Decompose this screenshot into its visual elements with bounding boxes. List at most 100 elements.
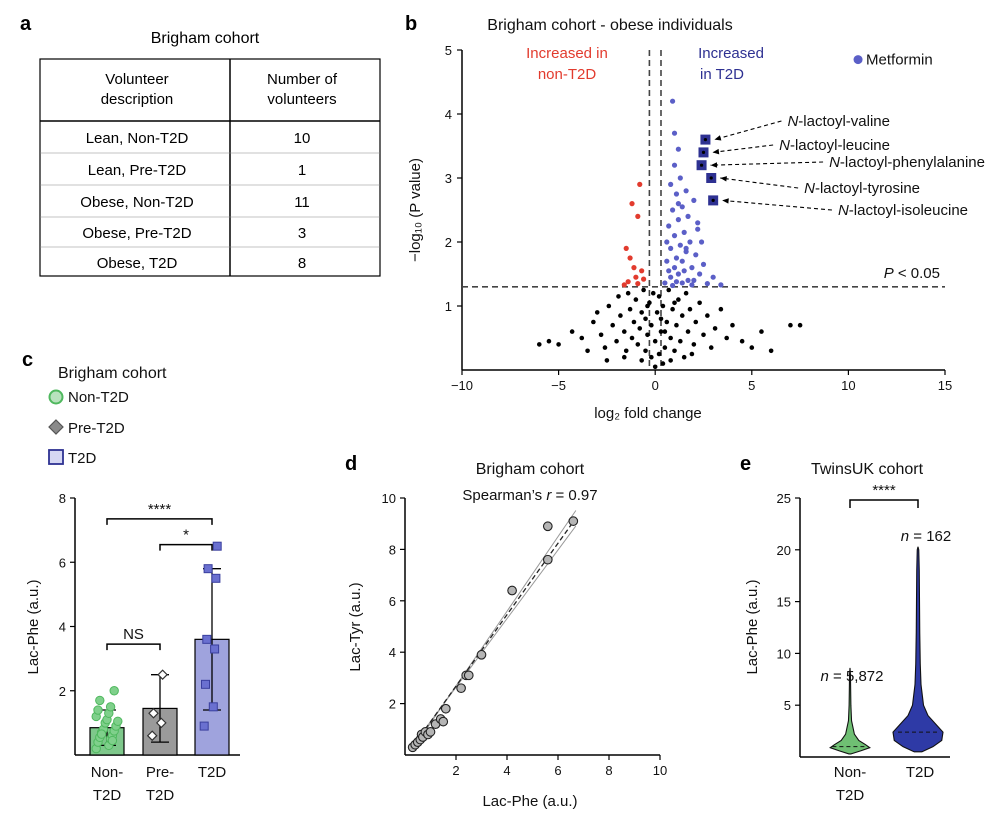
- table-cell-count: 8: [298, 255, 306, 272]
- data-point-increased-t2d: [671, 265, 678, 271]
- data-point-ns: [705, 313, 710, 318]
- data-point-increased-t2d: [664, 239, 670, 245]
- data-point-increased-t2d: [664, 258, 670, 264]
- data-point-ns: [650, 290, 656, 296]
- panel-label-d: d: [345, 453, 357, 475]
- data-point-increased-t2d: [695, 226, 701, 232]
- table-header-count-line1: Number of: [267, 71, 338, 88]
- compound-label: N-lactoyl-tyrosine: [804, 180, 920, 197]
- panel-label-b: b: [405, 13, 417, 35]
- x-category-label: Non-: [834, 764, 867, 781]
- y-tick-label: 15: [777, 595, 791, 610]
- table-body: Lean, Non-T2D 10 Lean, Pre-T2D 1 Obese, …: [80, 130, 310, 272]
- compound-pointer-line: [710, 161, 824, 166]
- highlight-center: [709, 176, 713, 180]
- table-cell-count: 11: [294, 194, 310, 211]
- chart-title: Brigham cohort: [476, 461, 585, 478]
- data-point-increased-t2d: [673, 255, 680, 261]
- data-point-increased-t2d: [666, 223, 672, 229]
- region-label-left: non-T2D: [538, 66, 597, 83]
- data-point-ns: [639, 358, 644, 363]
- data-point-ns: [724, 335, 729, 341]
- significance-label: ****: [872, 482, 896, 499]
- data-point-ns: [697, 300, 702, 306]
- data-point-increased-t2d: [681, 229, 687, 235]
- data-point-ns: [749, 345, 755, 350]
- data-point-increased-t2d: [677, 175, 683, 181]
- table-cell-count: 3: [298, 225, 306, 242]
- threshold-label-p: P: [884, 265, 894, 282]
- compound-name: -lactoyl-tyrosine: [815, 180, 920, 197]
- data-point-increased-t2d: [689, 265, 695, 271]
- data-point-ns: [689, 351, 695, 357]
- x-tick-label: −5: [551, 378, 566, 393]
- compound-pointer-line: [714, 120, 782, 141]
- y-tick-label: 8: [59, 491, 66, 506]
- table-header-description-line2: description: [101, 91, 174, 108]
- data-point-increased-t2d: [695, 220, 701, 226]
- data-point-increased-t2d: [697, 271, 703, 277]
- data-point-t2d: [203, 564, 213, 574]
- data-point-ns: [681, 354, 687, 360]
- x-tick-label: 15: [938, 378, 952, 393]
- x-tick-label: 5: [748, 378, 755, 393]
- volcano-plot: Brigham cohort - obese individuals −10 −5 0…: [407, 17, 985, 422]
- data-point-increased-nont2d: [629, 201, 635, 207]
- data-point-non-t2d: [105, 702, 116, 712]
- data-point-increased-nont2d: [637, 181, 643, 187]
- violin-plot: TwinsUK cohort 5 10 15 20 25 Lac-Phe (a.u.) n =…: [744, 461, 951, 804]
- data-point: [507, 585, 517, 596]
- threshold-label-rest: < 0.05: [894, 265, 940, 282]
- data-point-ns: [662, 329, 668, 334]
- data-point-ns: [678, 338, 683, 344]
- data-point: [440, 703, 451, 714]
- data-point-ns: [621, 354, 627, 360]
- panel-label-c: c: [22, 349, 33, 371]
- compound-prefix: N: [838, 202, 849, 219]
- x-category-label: T2D: [836, 787, 865, 804]
- data-point-increased-t2d: [698, 239, 705, 245]
- data-point-ns: [685, 329, 691, 334]
- data-point-non-t2d: [96, 729, 107, 739]
- data-point-pre-t2d: [157, 669, 168, 681]
- legend-label: T2D: [68, 450, 97, 467]
- data-point-ns: [536, 342, 542, 347]
- data-point-ns: [623, 348, 629, 354]
- data-point-ns: [708, 345, 714, 350]
- x-category-label: T2D: [198, 764, 227, 781]
- table-title: Brigham cohort: [151, 30, 260, 47]
- x-category-label: Non-: [91, 764, 124, 781]
- data-point-increased-t2d: [675, 217, 681, 223]
- correlation-value: = 0.97: [551, 487, 597, 504]
- compound-prefix: N: [829, 154, 840, 171]
- sample-size-label: n = 5,872: [821, 668, 884, 685]
- y-tick-label: 3: [445, 171, 452, 186]
- compound-name: -lactoyl-phenylalanine: [840, 154, 985, 171]
- data-point-increased-t2d: [669, 282, 676, 289]
- data-point-ns: [639, 310, 644, 315]
- compound-pointer-arrowhead: [714, 135, 722, 141]
- data-point-ns: [591, 319, 596, 325]
- significance-label: *: [183, 527, 189, 544]
- highlight-center: [703, 138, 708, 142]
- data-point-ns: [674, 322, 679, 328]
- data-point-ns: [656, 351, 662, 357]
- y-tick-label: 5: [784, 698, 791, 713]
- data-point-ns: [649, 354, 654, 360]
- legend-marker-t2d: [48, 449, 64, 465]
- data-point-increased-nont2d: [631, 265, 637, 271]
- table-cell-description: Obese, Non-T2D: [80, 194, 194, 211]
- data-point-ns: [645, 332, 650, 338]
- data-point-ns: [668, 358, 673, 363]
- data-point-increased-t2d: [671, 162, 678, 168]
- data-point-non-t2d: [95, 695, 105, 706]
- data-point-ns: [643, 348, 648, 354]
- data-point-increased-t2d: [666, 268, 672, 274]
- data-point-ns: [693, 319, 699, 325]
- compound-pointer-arrowhead: [710, 162, 718, 168]
- data-point-pre-t2d: [146, 730, 158, 742]
- data-point-increased-t2d: [683, 188, 689, 194]
- data-point-increased-t2d: [683, 245, 689, 251]
- data-point-increased-t2d: [704, 281, 710, 287]
